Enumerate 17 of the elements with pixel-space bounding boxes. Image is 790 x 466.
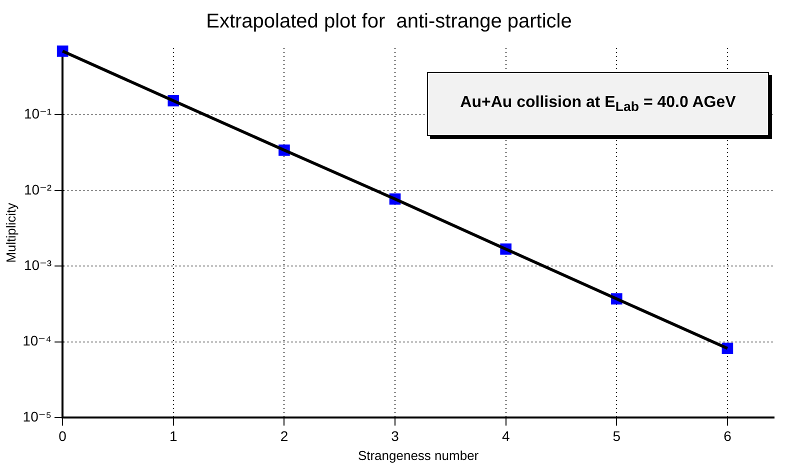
y-tick-label: 10⁻⁵ <box>22 408 52 424</box>
x-tick-label: 6 <box>724 428 732 444</box>
x-tick-label: 0 <box>58 428 67 444</box>
x-tick-label: 3 <box>391 428 400 444</box>
x-tick-label: 5 <box>612 428 621 444</box>
chart-title: Extrapolated plot for anti-strange particle <box>206 10 572 33</box>
y-tick-label: 10⁻¹ <box>24 106 52 122</box>
y-axis-title: Multiplicity <box>3 202 18 263</box>
annotation: Au+Au collision at E$_{Lab}$ = 40.0 AGeV <box>460 94 736 114</box>
y-tick-label: 10⁻³ <box>24 257 52 274</box>
x-tick-label: 4 <box>502 428 510 444</box>
y-tick-label: 10⁻⁴ <box>22 332 52 349</box>
note-box: Au+Au collision at E$_{Lab}$ = 40.0 AGeV <box>427 72 769 136</box>
x-axis-title: Strangeness number <box>358 448 480 463</box>
x-tick-label: 1 <box>169 428 178 444</box>
y-tick-label: 10⁻² <box>24 181 52 198</box>
x-tick-label: 2 <box>280 428 288 444</box>
